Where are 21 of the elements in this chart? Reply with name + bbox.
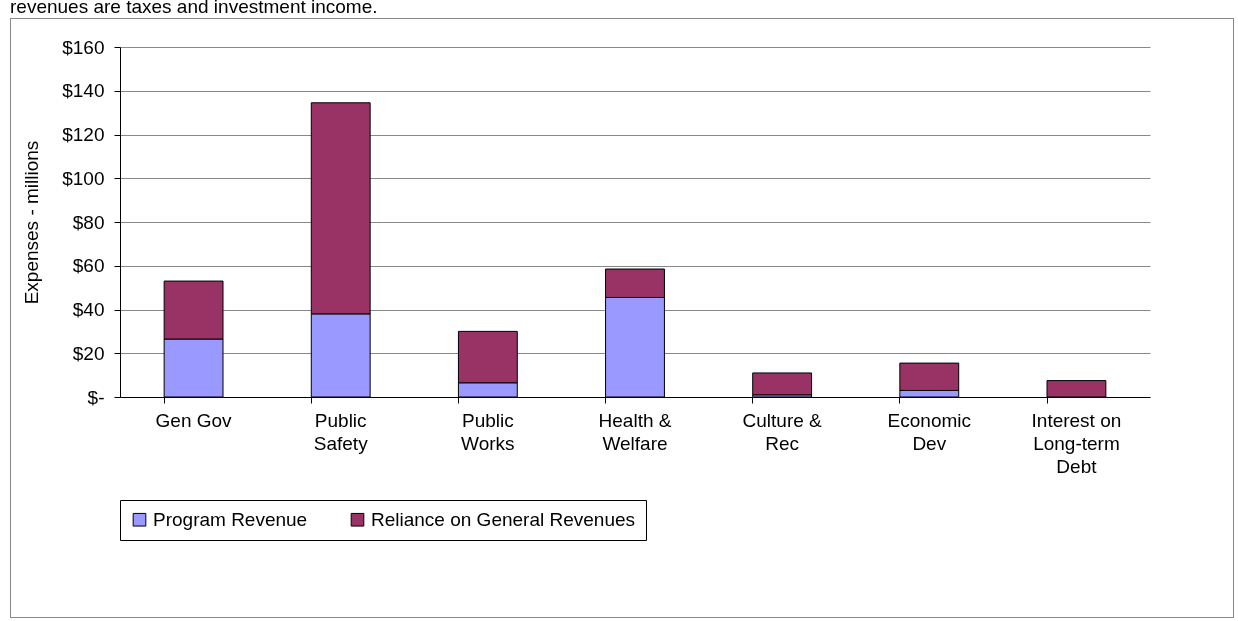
y-tick-label: $20 [72, 342, 105, 364]
x-tick-label: Health & Welfare [598, 409, 672, 454]
y-tick-label: $- [87, 386, 105, 408]
y-tick-label: $140 [62, 80, 105, 102]
legend-label: Program Revenue [153, 508, 308, 530]
y-tick-label: $40 [72, 299, 105, 320]
text: revenues are taxes and investment income. [10, 0, 378, 18]
y-tick-label: $120 [62, 124, 105, 145]
x-tick-label: Economic Dev [887, 409, 971, 454]
y-tick-label: $80 [72, 211, 105, 233]
x-tick-label: Culture & Rec [742, 409, 823, 454]
bar [752, 372, 813, 396]
x-tick-label: Public Safety [313, 409, 369, 454]
y-tick-label: $100 [62, 167, 105, 189]
y-tick-label: $160 [62, 36, 105, 58]
y-axis-title: Expenses - millions [21, 140, 43, 305]
x-tick-label: Gen Gov [155, 409, 233, 431]
y-tick-label: $60 [72, 255, 105, 277]
x-tick-label: Public Works [461, 409, 515, 454]
legend-label: Reliance on General Revenues [371, 508, 636, 530]
x-tick-label: Interest on Long-term Debt [1031, 409, 1122, 477]
